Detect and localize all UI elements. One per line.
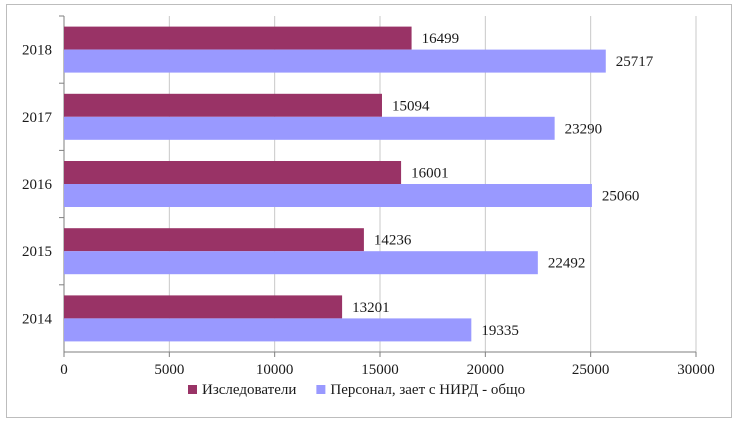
x-tick-label: 25000 — [572, 362, 610, 378]
data-label: 25060 — [602, 189, 640, 205]
y-category-label: 2018 — [22, 43, 52, 59]
y-category-label: 2017 — [22, 110, 53, 126]
legend-swatch — [188, 385, 197, 394]
data-label: 15094 — [392, 98, 430, 114]
y-category-label: 2014 — [22, 311, 53, 327]
data-label: 13201 — [352, 300, 390, 316]
bar-staff-2015 — [64, 251, 538, 275]
data-label: 14236 — [374, 233, 412, 249]
data-label: 19335 — [481, 323, 518, 339]
legend-swatch — [316, 385, 326, 394]
x-tick-label: 30000 — [677, 362, 715, 378]
bar-researchers-2016 — [64, 161, 402, 184]
legend-entry: Персонал, зает с НИРД - общо — [330, 382, 525, 398]
x-tick-label: 5000 — [154, 362, 184, 378]
x-tick-label: 10000 — [256, 362, 294, 378]
bar-staff-2016 — [64, 184, 592, 207]
data-label: 22492 — [548, 256, 586, 272]
bar-researchers-2014 — [64, 295, 343, 319]
legend-entry: Изследователи — [202, 382, 296, 398]
bar-staff-2017 — [64, 116, 555, 140]
bar-researchers-2018 — [64, 26, 412, 50]
data-label: 16499 — [422, 31, 460, 47]
data-label: 23290 — [565, 121, 603, 137]
bar-researchers-2017 — [64, 93, 382, 117]
bar-staff-2018 — [64, 49, 606, 73]
bar-staff-2014 — [64, 318, 472, 342]
data-label: 16001 — [411, 166, 449, 182]
x-tick-label: 15000 — [361, 362, 399, 378]
y-category-label: 2015 — [22, 244, 52, 260]
bar-researchers-2015 — [64, 228, 364, 252]
x-tick-label: 20000 — [467, 362, 505, 378]
chart-frame — [6, 4, 732, 418]
y-category-label: 2016 — [22, 177, 53, 193]
data-label: 25717 — [616, 54, 654, 70]
x-tick-label: 0 — [60, 362, 68, 378]
